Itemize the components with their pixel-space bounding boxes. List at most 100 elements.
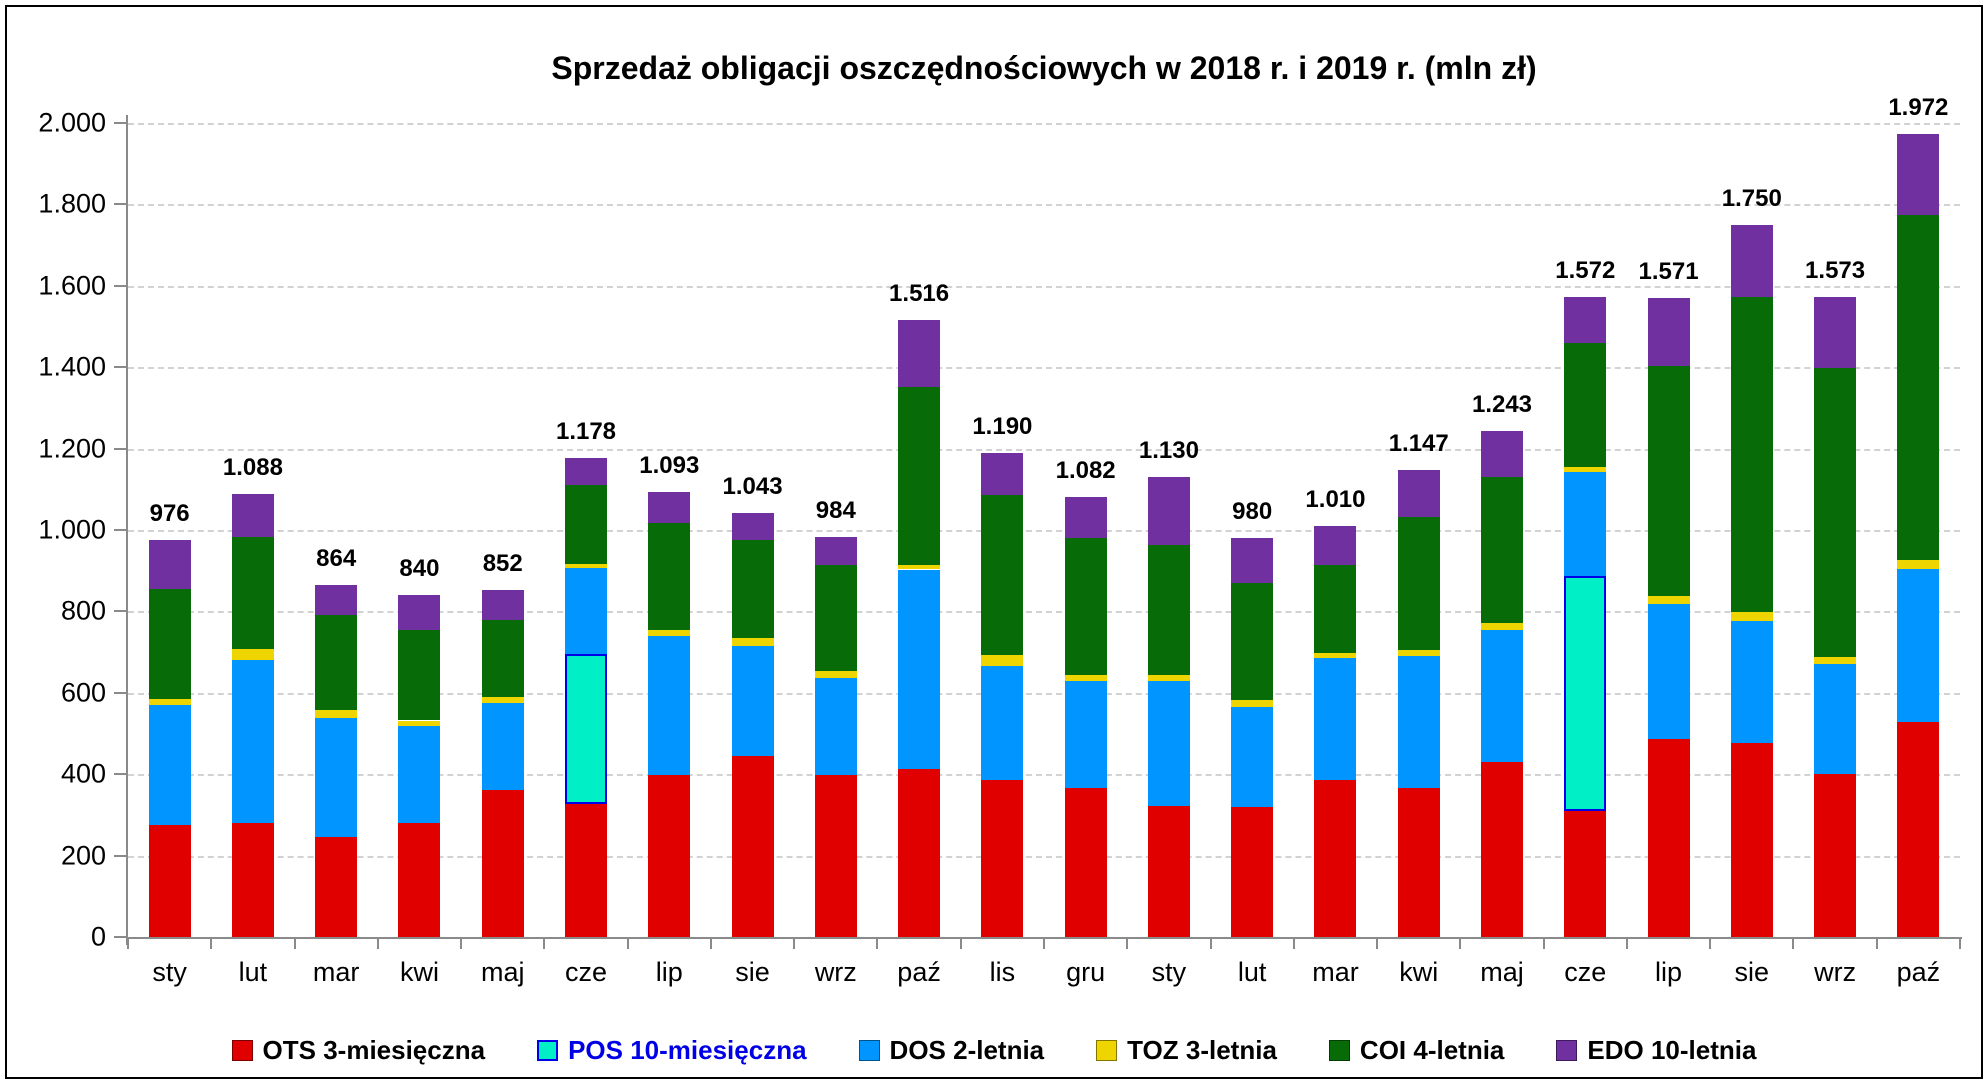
legend-item: DOS 2-letnia: [858, 1035, 1044, 1066]
x-tick-label: cze: [1564, 957, 1607, 987]
bar-segment-toz: [898, 564, 941, 570]
x-tick-label: gru: [1066, 957, 1106, 987]
bar-segment-edo: [1481, 431, 1523, 478]
bar-segment-toz: [1231, 700, 1274, 707]
bar-segment-dos: [1897, 569, 1940, 723]
gridline: [128, 448, 1960, 451]
bar-segment-coi: [231, 536, 274, 650]
legend-swatch: [1096, 1040, 1118, 1061]
bar-segment-dos: [231, 659, 274, 824]
bar-segment-toz: [315, 710, 358, 718]
bar-segment-coi: [148, 589, 191, 699]
y-axis-tick: [114, 122, 126, 124]
x-axis-tick: [460, 939, 463, 949]
y-axis-tick: [114, 529, 126, 531]
y-tick-label: 1.200: [38, 433, 106, 464]
x-tick-label: lip: [1655, 957, 1683, 987]
gridline: [128, 367, 1960, 370]
bar-segment-pos: [565, 654, 607, 804]
bar-segment-dos: [1814, 663, 1857, 775]
legend-item: COI 4-letnia: [1328, 1035, 1504, 1066]
bar-segment-edo: [1730, 224, 1773, 298]
bar-segment-pos: [1564, 576, 1607, 811]
bar-segment-coi: [315, 614, 358, 711]
legend: OTS 3-miesięczna POS 10-miesięczna DOS 2-l…: [40, 1035, 1948, 1066]
bar-segment-dos: [898, 569, 941, 769]
bar-segment-ots: [731, 756, 774, 937]
x-tick-label: paź: [1896, 957, 1941, 987]
y-tick-label: 1.400: [38, 351, 106, 382]
bar-segment-coi: [1314, 565, 1357, 653]
x-tick-label: lut: [238, 957, 268, 987]
bar-segment-ots: [814, 775, 857, 937]
x-axis-tick: [876, 939, 879, 949]
bar-segment-dos: [1481, 630, 1523, 762]
bar-segment-ots: [1397, 788, 1440, 937]
x-tick-label: wrz: [814, 957, 857, 987]
bar-total-label: 984: [815, 496, 856, 524]
x-tick-label: maj: [1480, 957, 1524, 987]
bar-segment-edo: [1897, 134, 1940, 215]
bar-segment-toz: [481, 697, 524, 704]
plot-area: 2.000 1.800 1.600 1.400 1.200 1.000 800 600 400 2…: [38, 94, 1962, 987]
bar-total-label: 852: [482, 550, 523, 578]
bar-segment-dos: [814, 678, 857, 776]
y-tick-label: 1.000: [38, 514, 106, 545]
x-axis-tick: [1875, 939, 1878, 949]
bar-segment-toz: [648, 629, 691, 637]
gridline: [128, 692, 1960, 695]
x-tick-label: wrz: [1814, 957, 1857, 987]
x-tick-label: lut: [1237, 957, 1267, 987]
legend-item: EDO 10-letnia: [1556, 1035, 1756, 1066]
bar-segment-dos: [398, 726, 441, 823]
x-tick-label: mar: [1312, 957, 1359, 987]
bar-total-label: 1.572: [1555, 257, 1616, 285]
x-axis-tick: [1126, 939, 1129, 949]
bar-segment-ots: [1897, 722, 1940, 937]
x-axis-tick: [543, 939, 546, 949]
bar-segment-toz: [1147, 674, 1190, 681]
legend-swatch: [1556, 1040, 1578, 1061]
bar-total-label: 1.178: [555, 417, 617, 445]
bar-segment-toz: [148, 698, 191, 706]
x-tick-label: kwi: [399, 957, 439, 987]
x-axis-tick: [1043, 939, 1045, 949]
bar-segment-coi: [1231, 583, 1274, 701]
bar-segment-edo: [1314, 525, 1357, 566]
bar-segment-coi: [1564, 342, 1607, 467]
gridline: [128, 774, 1960, 777]
x-tick-label: lis: [989, 957, 1016, 987]
bar-segment-toz: [731, 637, 774, 647]
y-tick-label: 400: [60, 758, 106, 789]
gridline: [128, 204, 1960, 207]
bar-segment-edo: [648, 492, 691, 524]
bar-segment-coi: [481, 619, 524, 698]
bar-segment-toz: [565, 563, 607, 569]
bar-total-label: 1.088: [222, 454, 283, 482]
y-axis-tick: [114, 936, 126, 938]
bar-segment-ots: [1231, 806, 1274, 937]
bar-total-label: 1.147: [1388, 430, 1449, 458]
x-axis-tick: [210, 939, 213, 949]
y-axis-tick: [114, 447, 126, 450]
bar-segment-edo: [148, 539, 191, 590]
x-axis-tick: [1625, 939, 1628, 949]
bar-segment-ots: [231, 823, 274, 937]
bar-segment-toz: [1397, 650, 1440, 656]
bar-total-label: 1.093: [639, 452, 700, 480]
x-axis-tick: [1376, 939, 1379, 949]
bar-segment-ots: [565, 803, 607, 937]
x-tick-label: sie: [735, 957, 770, 987]
bar-segment-edo: [1647, 297, 1690, 366]
bar-segment-ots: [1147, 805, 1190, 937]
x-tick-label: sty: [1151, 957, 1187, 987]
bar-segment-ots: [648, 775, 691, 937]
bar-total-label: 980: [1232, 498, 1273, 526]
bar-segment-coi: [1814, 368, 1857, 657]
bar-segment-ots: [1064, 788, 1107, 937]
y-axis-tick: [114, 610, 126, 613]
x-axis-tick: [376, 939, 379, 949]
bar-segment-ots: [981, 780, 1024, 937]
bar-segment-dos: [1231, 706, 1274, 807]
